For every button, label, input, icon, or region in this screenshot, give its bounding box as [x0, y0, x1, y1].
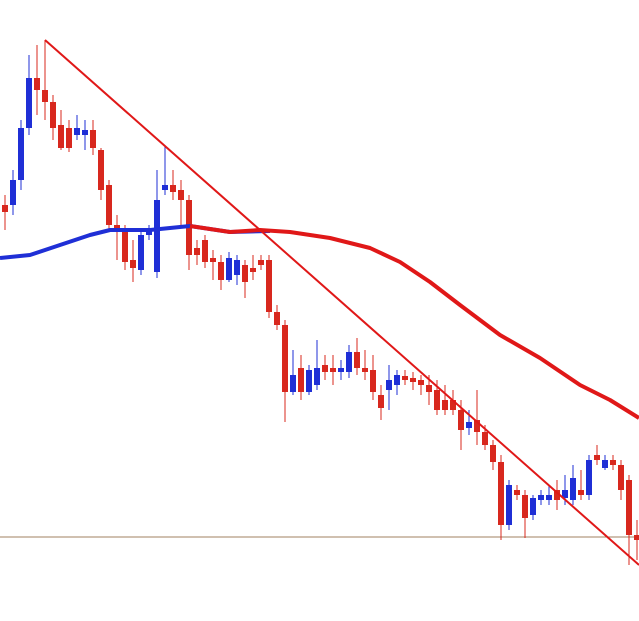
candle-body: [50, 102, 56, 128]
candle-body: [578, 490, 584, 495]
candle-body: [178, 190, 184, 200]
candle-body: [626, 480, 632, 535]
candle-body: [498, 462, 504, 525]
candle-body: [554, 490, 560, 500]
candle-body: [90, 130, 96, 148]
candle-body: [146, 230, 152, 235]
candle-body: [242, 265, 248, 282]
candle-body: [2, 205, 8, 212]
candle-body: [162, 185, 168, 190]
candle-body: [338, 368, 344, 372]
candle-body: [170, 185, 176, 192]
candle-body: [394, 375, 400, 385]
candle-body: [114, 225, 120, 230]
candle-body: [98, 150, 104, 190]
candle-body: [634, 535, 639, 540]
candle-body: [226, 258, 232, 280]
candle-body: [562, 490, 568, 498]
candle-body: [426, 385, 432, 392]
candle-body: [354, 352, 360, 368]
line: [44, 39, 639, 566]
candle-body: [594, 455, 600, 460]
candle-body: [602, 460, 608, 468]
candle-body: [378, 395, 384, 408]
candle-body: [42, 90, 48, 102]
candle-body: [362, 368, 368, 372]
candle-body: [234, 260, 240, 275]
candle-body: [250, 268, 256, 272]
candle-body: [122, 230, 128, 262]
candle-body: [258, 260, 264, 265]
candle-body: [418, 380, 424, 385]
candle-body: [26, 78, 32, 128]
candle-body: [490, 445, 496, 462]
candle-body: [314, 368, 320, 385]
candle-body: [322, 365, 328, 372]
candle-body: [530, 498, 536, 515]
candle-body: [58, 125, 64, 148]
candle-body: [450, 400, 456, 410]
candle-body: [298, 368, 304, 392]
candle-body: [218, 262, 224, 280]
candle-body: [74, 128, 80, 135]
candle-body: [138, 235, 144, 270]
candle-body: [66, 128, 72, 148]
candle-body: [386, 380, 392, 390]
candle-body: [570, 478, 576, 500]
candle-body: [434, 390, 440, 410]
candle-body: [130, 260, 136, 268]
candle-body: [290, 375, 296, 392]
candle-body: [210, 258, 216, 262]
candle-body: [402, 376, 408, 380]
candle-body: [82, 130, 88, 135]
candle-body: [522, 495, 528, 518]
candle-body: [458, 410, 464, 430]
candle-body: [370, 370, 376, 392]
candle-body: [106, 185, 112, 225]
candle-body: [466, 422, 472, 428]
candle-body: [330, 368, 336, 372]
candle-body: [482, 432, 488, 445]
candle-body: [10, 180, 16, 205]
line: [189, 224, 639, 420]
candle-body: [506, 485, 512, 525]
candle-body: [346, 352, 352, 372]
candle-body: [34, 78, 40, 90]
candle-body: [202, 240, 208, 262]
candle-body: [618, 465, 624, 490]
candle-body: [442, 400, 448, 410]
candle-body: [514, 490, 520, 495]
candle-body: [538, 495, 544, 500]
candle-body: [610, 460, 616, 465]
candle-body: [410, 378, 416, 382]
candle-body: [154, 200, 160, 272]
candle-body: [274, 312, 280, 325]
candle-body: [266, 260, 272, 312]
candle-body: [18, 128, 24, 180]
candle-body: [474, 420, 480, 432]
candle-body: [282, 325, 288, 392]
candle-body: [194, 248, 200, 255]
candle-body: [586, 460, 592, 495]
candle-body: [306, 370, 312, 392]
candle-body: [546, 495, 552, 500]
